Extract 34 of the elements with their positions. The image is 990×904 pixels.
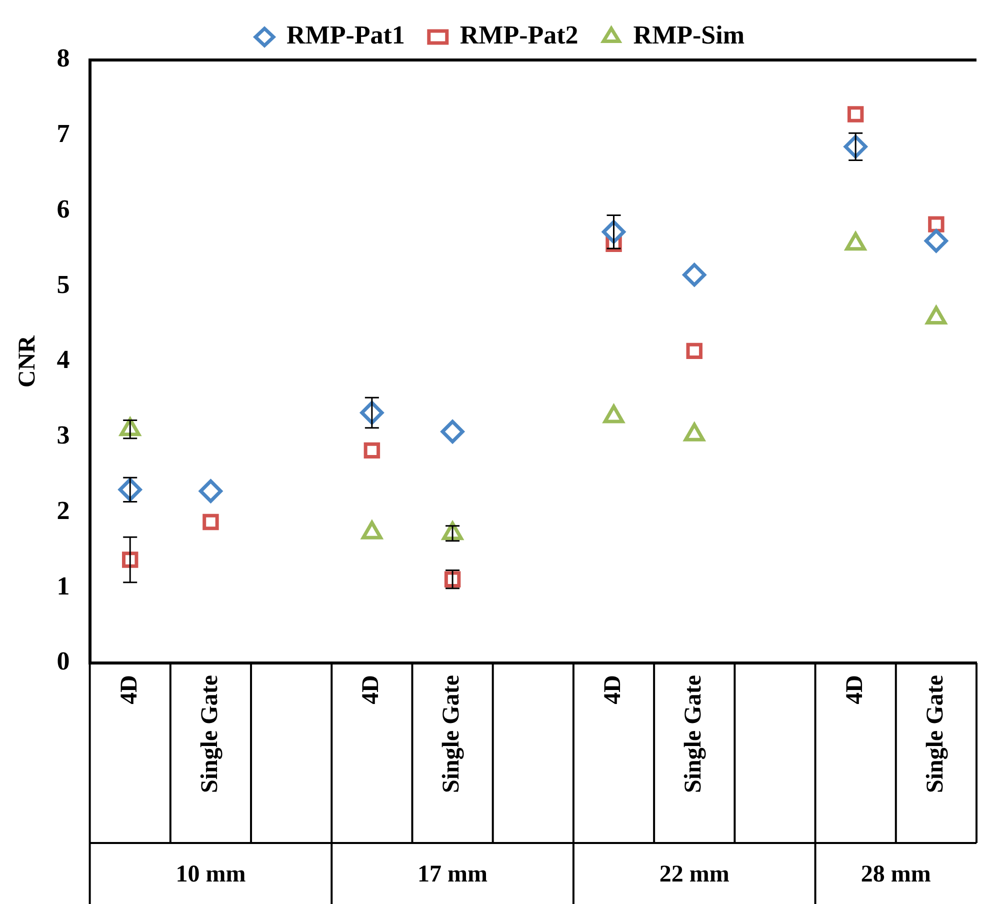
x-tick-label: Single Gate [680, 674, 707, 793]
x-tick-label: Single Gate [196, 674, 223, 793]
y-tick-label: 7 [56, 119, 70, 148]
point [847, 106, 864, 122]
y-tick-label: 2 [56, 496, 70, 525]
point [682, 263, 706, 287]
text: 10 mm [176, 862, 246, 888]
y-tick-label: 3 [56, 420, 70, 450]
x-tick-label: 4D [842, 675, 868, 704]
legend-label: RMP-Sim [633, 20, 745, 50]
y-axis-title: CNR [14, 334, 41, 388]
y-tick-label: 6 [56, 194, 70, 224]
legend-label: RMP-Pat1 [286, 20, 405, 50]
point [364, 442, 380, 459]
x-tick-label: 4D [600, 675, 626, 704]
point [202, 514, 219, 530]
y-tick-label: 8 [56, 44, 70, 73]
point [924, 229, 948, 253]
text: 22 mm [659, 862, 730, 888]
text: 28 mm [860, 862, 931, 888]
text: 17 mm [418, 862, 488, 888]
x-tick-label: 4D [358, 675, 384, 704]
x-tick-label: Single Gate [438, 674, 465, 793]
y-tick-label: 1 [56, 571, 70, 600]
point [440, 420, 464, 444]
point [198, 479, 222, 503]
x-tick-label: Single Gate [922, 674, 948, 793]
y-tick-label: 4 [56, 345, 70, 374]
y-tick-label: 0 [56, 646, 70, 676]
point [686, 342, 702, 360]
point [928, 216, 944, 232]
y-tick-label: 5 [56, 270, 70, 299]
x-tick-label: 4D [116, 675, 142, 704]
legend-label: RMP-Pat2 [460, 20, 578, 50]
